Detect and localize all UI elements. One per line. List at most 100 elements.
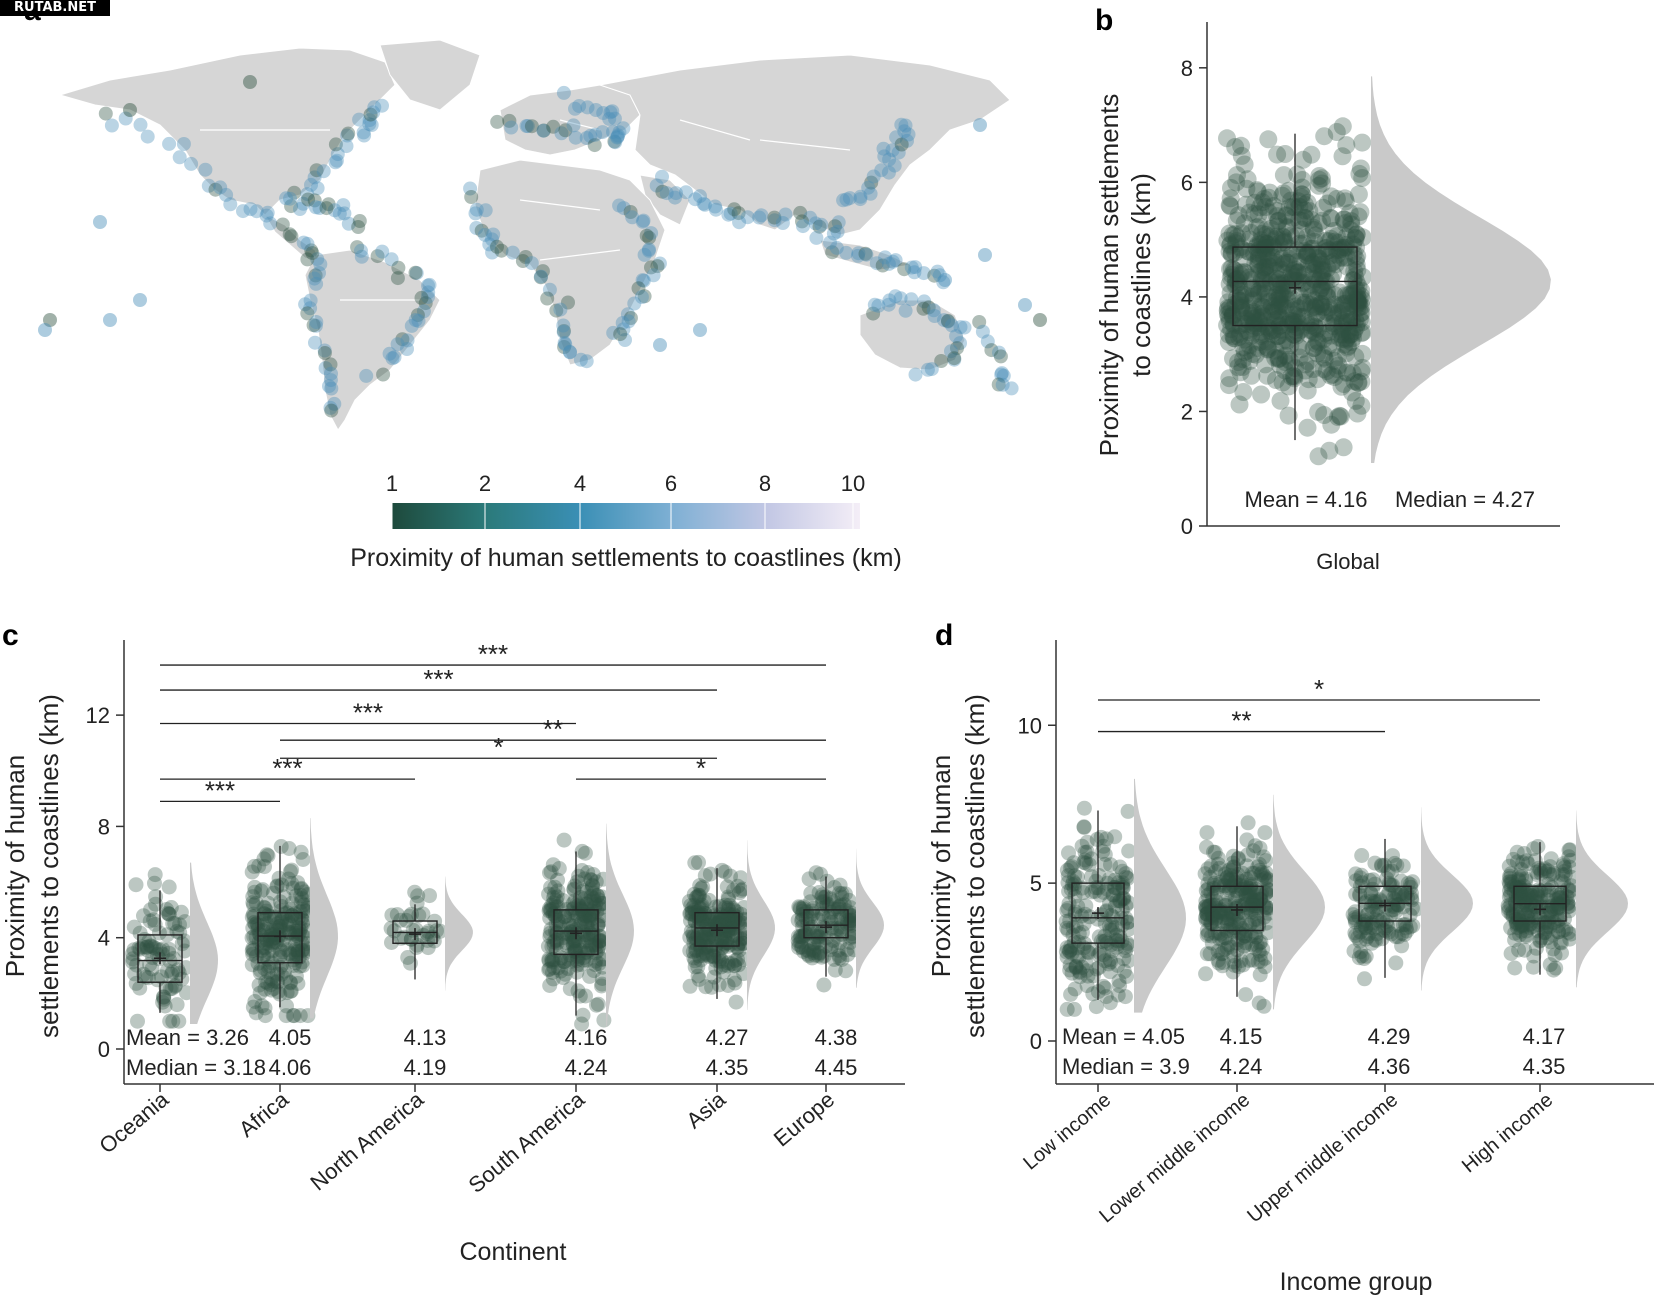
data-point bbox=[840, 947, 856, 963]
data-point bbox=[1255, 189, 1274, 208]
data-point bbox=[1227, 275, 1246, 294]
data-point bbox=[826, 951, 842, 967]
data-point bbox=[1328, 241, 1346, 259]
data-point bbox=[172, 917, 187, 933]
data-point bbox=[1221, 197, 1240, 216]
map-settlement-point bbox=[573, 352, 588, 367]
data-point bbox=[1238, 341, 1257, 360]
map-settlement-point bbox=[888, 253, 903, 268]
data-point bbox=[1269, 212, 1288, 231]
data-point bbox=[1298, 246, 1317, 265]
data-point bbox=[1256, 355, 1275, 374]
data-point bbox=[1332, 296, 1351, 315]
y-axis-label: settlements to coastlines (km) bbox=[34, 694, 64, 1038]
data-point bbox=[1333, 117, 1352, 136]
map-settlement-point bbox=[973, 118, 987, 132]
data-point bbox=[1240, 323, 1259, 342]
data-point bbox=[132, 980, 148, 996]
data-point bbox=[270, 974, 286, 990]
data-point bbox=[1336, 286, 1355, 305]
data-point bbox=[1236, 285, 1255, 304]
y-tick-label: 0 bbox=[98, 1037, 110, 1062]
data-point bbox=[545, 901, 561, 917]
data-point bbox=[1242, 306, 1261, 325]
map-settlement-point bbox=[469, 221, 484, 235]
data-point bbox=[1350, 298, 1369, 317]
data-point bbox=[1271, 308, 1290, 327]
data-point bbox=[1346, 250, 1365, 269]
map-settlement-point bbox=[356, 125, 371, 140]
data-point bbox=[804, 950, 820, 966]
map-settlement-point bbox=[867, 297, 882, 312]
data-point bbox=[167, 916, 183, 931]
data-point bbox=[264, 927, 280, 943]
map-settlement-point bbox=[505, 245, 520, 260]
data-point bbox=[1265, 301, 1284, 319]
colorbar-tick-label: 6 bbox=[665, 471, 677, 496]
data-point bbox=[1304, 220, 1323, 239]
data-point bbox=[1317, 282, 1336, 300]
data-point bbox=[1226, 271, 1245, 290]
data-point bbox=[1283, 245, 1301, 264]
map-settlement-point bbox=[556, 318, 571, 333]
data-point bbox=[1273, 249, 1292, 268]
x-category-label: Africa bbox=[234, 1086, 294, 1142]
data-point bbox=[1273, 296, 1292, 315]
data-point bbox=[1272, 250, 1291, 268]
data-point bbox=[1224, 329, 1243, 348]
data-point bbox=[1296, 355, 1315, 374]
data-point bbox=[1284, 325, 1303, 344]
map-settlement-point bbox=[408, 313, 423, 327]
data-point bbox=[1284, 301, 1303, 320]
map-settlement-point bbox=[341, 216, 356, 231]
data-point bbox=[1264, 255, 1283, 274]
data-point bbox=[1233, 358, 1252, 376]
x-category-label: South America bbox=[464, 1086, 590, 1198]
data-point bbox=[1257, 950, 1273, 966]
map-settlement-point bbox=[740, 210, 755, 225]
map-settlement-point bbox=[1018, 298, 1032, 312]
data-point bbox=[171, 965, 187, 981]
data-point bbox=[1358, 920, 1374, 936]
data-point bbox=[1225, 329, 1244, 348]
data-point bbox=[1280, 249, 1299, 268]
data-point bbox=[1321, 366, 1340, 385]
data-point bbox=[140, 943, 156, 958]
x-category-label: Oceania bbox=[94, 1086, 173, 1158]
data-point bbox=[1259, 288, 1278, 307]
data-point bbox=[1284, 315, 1303, 334]
map-settlement-point bbox=[1033, 313, 1047, 327]
data-point bbox=[1267, 285, 1286, 304]
map-settlement-point bbox=[927, 268, 942, 283]
map-settlement-point bbox=[408, 265, 423, 280]
map-settlement-point bbox=[518, 250, 533, 264]
data-point bbox=[1289, 264, 1308, 282]
map-settlement-point bbox=[809, 230, 824, 245]
map-settlement-point bbox=[312, 201, 327, 215]
data-point bbox=[544, 954, 560, 970]
data-point bbox=[1339, 297, 1358, 316]
data-point bbox=[1318, 288, 1337, 306]
data-point bbox=[1313, 211, 1331, 230]
map-settlement-point bbox=[941, 313, 955, 328]
data-point bbox=[1249, 235, 1267, 254]
data-point bbox=[1268, 291, 1287, 310]
map-settlement-point bbox=[546, 119, 561, 134]
data-point bbox=[1350, 310, 1369, 329]
data-point bbox=[1267, 302, 1286, 321]
data-point bbox=[1277, 217, 1296, 236]
data-point bbox=[1332, 317, 1351, 336]
data-point bbox=[566, 927, 582, 943]
data-point bbox=[172, 925, 188, 941]
map-settlement-point bbox=[836, 193, 851, 208]
map-settlement-point bbox=[861, 180, 876, 195]
map-settlement-point bbox=[263, 216, 278, 231]
map-settlement-point bbox=[554, 126, 569, 141]
data-point bbox=[244, 930, 260, 946]
data-point bbox=[688, 908, 704, 924]
data-point bbox=[144, 961, 160, 977]
data-point bbox=[1324, 252, 1343, 271]
map-settlement-point bbox=[293, 202, 307, 216]
data-point bbox=[1344, 271, 1363, 290]
map-settlement-point bbox=[893, 291, 908, 306]
